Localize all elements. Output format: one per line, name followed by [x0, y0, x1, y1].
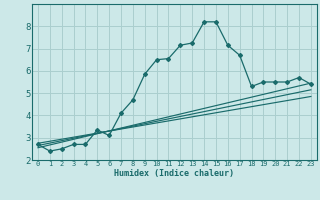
X-axis label: Humidex (Indice chaleur): Humidex (Indice chaleur) [115, 169, 234, 178]
